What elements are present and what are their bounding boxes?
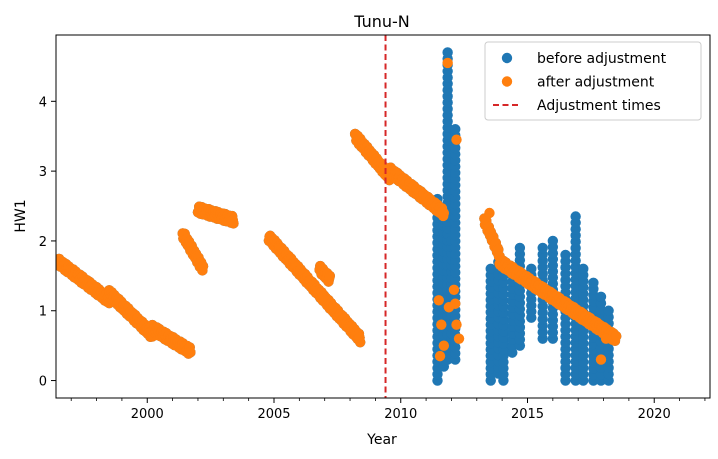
x-tick-label: 2000 bbox=[131, 407, 164, 422]
x-axis-label: Year bbox=[366, 432, 397, 448]
plot-frame bbox=[55, 34, 711, 399]
legend-box bbox=[484, 41, 702, 121]
y-tick-label: 0 bbox=[39, 375, 47, 390]
before-point bbox=[547, 235, 559, 247]
after-point bbox=[185, 347, 196, 358]
legend: before adjustment after adjustment Adjustm… bbox=[484, 41, 702, 121]
before-point bbox=[450, 124, 461, 135]
after-point bbox=[448, 284, 460, 295]
after-point bbox=[433, 295, 444, 306]
after-point bbox=[600, 333, 612, 344]
before-point bbox=[588, 277, 599, 289]
plot-area bbox=[56, 35, 622, 398]
before-point bbox=[537, 242, 548, 254]
before-point bbox=[595, 291, 607, 302]
before-point bbox=[485, 263, 496, 275]
legend-after-label: after adjustment bbox=[537, 75, 655, 91]
after-point bbox=[595, 354, 607, 365]
plot-marks bbox=[56, 35, 622, 398]
before-point bbox=[570, 211, 581, 222]
axes: 2000 2005 2010 2015 2020 0 1 2 3 4 bbox=[39, 34, 711, 422]
legend-after-marker bbox=[501, 76, 513, 87]
after-point bbox=[197, 261, 209, 272]
before-point bbox=[603, 305, 614, 316]
after-point bbox=[484, 207, 495, 219]
after-point bbox=[611, 330, 622, 342]
after-point bbox=[442, 57, 453, 69]
after-point bbox=[354, 336, 366, 348]
after-point bbox=[438, 340, 450, 351]
after-point bbox=[450, 298, 461, 309]
legend-adjustment-label: Adjustment times bbox=[537, 98, 661, 114]
before-point bbox=[514, 242, 526, 254]
after-series bbox=[56, 57, 622, 365]
y-axis-label: HW1 bbox=[13, 199, 29, 232]
after-point bbox=[434, 350, 446, 362]
x-tick-label: 2005 bbox=[257, 407, 290, 422]
y-tick-label: 1 bbox=[39, 305, 47, 320]
after-point bbox=[451, 134, 462, 145]
x-tick-label: 2020 bbox=[638, 407, 671, 422]
before-point bbox=[560, 249, 571, 261]
before-point bbox=[442, 47, 453, 58]
before-point bbox=[578, 263, 589, 275]
before-point bbox=[526, 263, 537, 275]
x-tick-label: 2015 bbox=[511, 407, 544, 422]
y-tick-label: 3 bbox=[39, 165, 47, 180]
after-point bbox=[324, 270, 335, 282]
chart-title: Tunu-N bbox=[353, 12, 410, 31]
x-tick-label: 2010 bbox=[384, 407, 417, 422]
after-point bbox=[436, 319, 447, 330]
after-point bbox=[453, 333, 465, 344]
y-tick-label: 2 bbox=[39, 235, 47, 250]
legend-before-marker bbox=[501, 52, 513, 64]
after-point bbox=[451, 319, 462, 330]
y-tick-label: 4 bbox=[39, 95, 47, 110]
legend-before-label: before adjustment bbox=[537, 51, 667, 67]
after-point bbox=[228, 218, 239, 229]
after-point bbox=[438, 207, 450, 219]
